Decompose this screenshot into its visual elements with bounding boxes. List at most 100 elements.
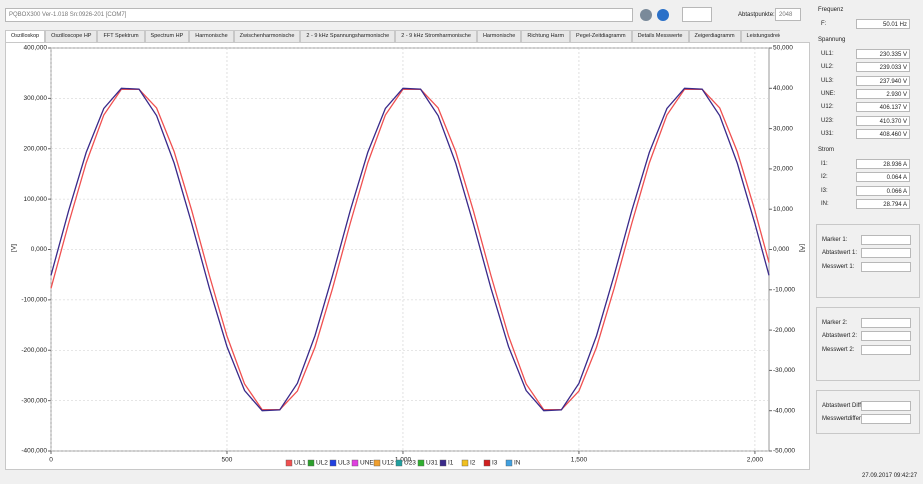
panel-group: Spannung UL1: 230.335 V UL2: 239.033 V UL3: 23… — [816, 34, 920, 140]
y2-tick-label: 10,000 — [773, 206, 793, 213]
value-field: 410.370 V — [856, 115, 910, 126]
panel-group: Strom I1: 28.936 A I2: 0.064 A I3: 0.066 A IN: 2… — [816, 144, 920, 210]
row-value: 406.137 V — [879, 105, 907, 112]
chart-frame: [V] [A] 400,000 300,000 200,000 100,000 0,00… — [5, 42, 810, 470]
row-label: I3: — [821, 187, 828, 194]
y-tick-label: 100,000 — [24, 196, 48, 203]
x-tick-label: 0 — [49, 457, 53, 464]
legend-checkbox[interactable] — [307, 459, 315, 467]
device-select[interactable]: PQBOX300 Ver-1.018 Sn:0926-201 [COM7] — [5, 8, 633, 22]
row-value: 230.335 V — [879, 52, 907, 58]
x-tick-label: 1,000 — [395, 457, 412, 464]
value-field[interactable] — [861, 414, 911, 425]
row-value: 28.936 A — [883, 162, 907, 168]
row-label: UL1: — [821, 51, 834, 57]
legend-checkbox[interactable] — [483, 459, 491, 467]
y2-tick-label: 40,000 — [773, 85, 793, 92]
group-title: Strom — [818, 147, 835, 153]
group-title: Spannung — [818, 37, 846, 43]
value-field: 0.066 A — [856, 185, 910, 196]
tab[interactable]: Spectrum HP — [144, 30, 190, 42]
legend-checkbox[interactable] — [505, 459, 513, 467]
row-label: Messwertdifferenz: — [822, 416, 873, 423]
tab[interactable]: Zwischenharmonische — [233, 30, 301, 42]
legend-checkbox[interactable] — [373, 459, 381, 467]
y2-tick-label: 30,000 — [773, 125, 793, 132]
legend-checkbox[interactable] — [395, 459, 403, 467]
tab[interactable]: FFT Spektrum — [97, 30, 145, 42]
legend-checkbox[interactable] — [351, 459, 359, 467]
y-tick-label: -400,000 — [21, 448, 47, 455]
tab[interactable]: Oszilloscope HP — [45, 30, 98, 42]
tab[interactable]: Harmonische — [189, 30, 234, 42]
legend-checkbox[interactable] — [285, 459, 293, 467]
value-field[interactable] — [861, 261, 911, 272]
value-field[interactable] — [861, 248, 911, 259]
panel-group: Frequenz F: 50.01 Hz — [816, 4, 920, 32]
series-line — [50, 87, 770, 412]
y-axis-label: [V] — [11, 244, 18, 252]
legend-label: I3 — [492, 460, 498, 467]
tab[interactable]: Oszilloskop — [5, 30, 46, 42]
value-field[interactable] — [861, 331, 911, 342]
y-tick-label: 0,000 — [31, 246, 48, 253]
tab[interactable]: Leistungsdreieck — [740, 30, 780, 42]
value-field[interactable] — [861, 318, 911, 328]
row-label: U12: — [821, 104, 834, 111]
legend-label: U23 — [404, 460, 416, 467]
row-label: Marker 2: — [822, 320, 848, 326]
value-field[interactable] — [861, 235, 911, 245]
value-field: 230.335 V — [856, 49, 910, 59]
x-tick-label: 2,000 — [747, 457, 764, 464]
legend-label: UL3 — [338, 460, 350, 467]
legend-checkbox[interactable] — [329, 459, 337, 467]
tab[interactable]: Pegel-Zeitdiagramm — [570, 30, 632, 42]
row-label: I2: — [821, 174, 828, 181]
row-label: Marker 1: — [822, 237, 848, 243]
row-value: 408.460 V — [879, 131, 907, 138]
legend-label: UNE — [360, 460, 374, 467]
value-field: 2.930 V — [856, 88, 910, 99]
legend-checkbox[interactable] — [439, 459, 447, 467]
legend-label: U12 — [382, 460, 394, 467]
row-value: 0.064 A — [886, 175, 907, 182]
tab[interactable]: Zeigerdiagramm — [688, 30, 741, 42]
legend-checkbox[interactable] — [417, 459, 425, 467]
value-field: 239.033 V — [856, 62, 910, 73]
blank-button[interactable] — [682, 7, 712, 22]
value-field: 0.064 A — [856, 172, 910, 183]
refresh-button[interactable] — [657, 9, 669, 21]
panel-group: Abtastwert Diff.: Messwertdifferenz: — [816, 390, 920, 434]
x-tick-label: 1,500 — [571, 457, 588, 464]
sample-select[interactable]: 2048 — [775, 8, 801, 21]
legend-label: UL1 — [294, 460, 306, 467]
tab[interactable]: 2 - 9 kHz Stromharmonische — [395, 30, 477, 42]
tab[interactable]: 2 - 9 kHz Spannungsharmonische — [300, 30, 396, 42]
value-field[interactable] — [861, 401, 911, 411]
y2-axis-label: [A] — [798, 244, 805, 252]
row-label: F: — [821, 21, 827, 27]
sample-value: 2048 — [779, 12, 793, 18]
timestamp: 27.09.2017 09:42:27 — [862, 473, 918, 479]
row-value: 410.370 V — [879, 118, 907, 125]
plot-area — [50, 47, 770, 452]
row-label: Messwert 1: — [822, 263, 855, 270]
y2-tick-label: 0,000 — [773, 246, 790, 253]
legend-label: I2 — [470, 460, 476, 467]
tab[interactable]: Richtung Harm — [521, 30, 571, 42]
value-field[interactable] — [861, 344, 911, 355]
row-value: 0.066 A — [886, 188, 907, 195]
y-tick-label: -100,000 — [21, 297, 47, 304]
value-field: 237.940 V — [856, 75, 910, 86]
chart: [V] [A] 400,000 300,000 200,000 100,000 0,00… — [11, 45, 806, 467]
tab[interactable]: Harmonische — [476, 30, 522, 42]
tab[interactable]: Details Messwerte — [631, 30, 689, 42]
y2-tick-label: 20,000 — [773, 166, 793, 173]
row-label: Abtastwert 1: — [822, 250, 858, 257]
settings-button[interactable] — [640, 9, 652, 21]
value-field: 28.936 A — [856, 159, 910, 169]
legend-label: IN — [514, 460, 521, 467]
legend-checkbox[interactable] — [461, 459, 469, 467]
y-tick-label: -200,000 — [21, 347, 47, 354]
